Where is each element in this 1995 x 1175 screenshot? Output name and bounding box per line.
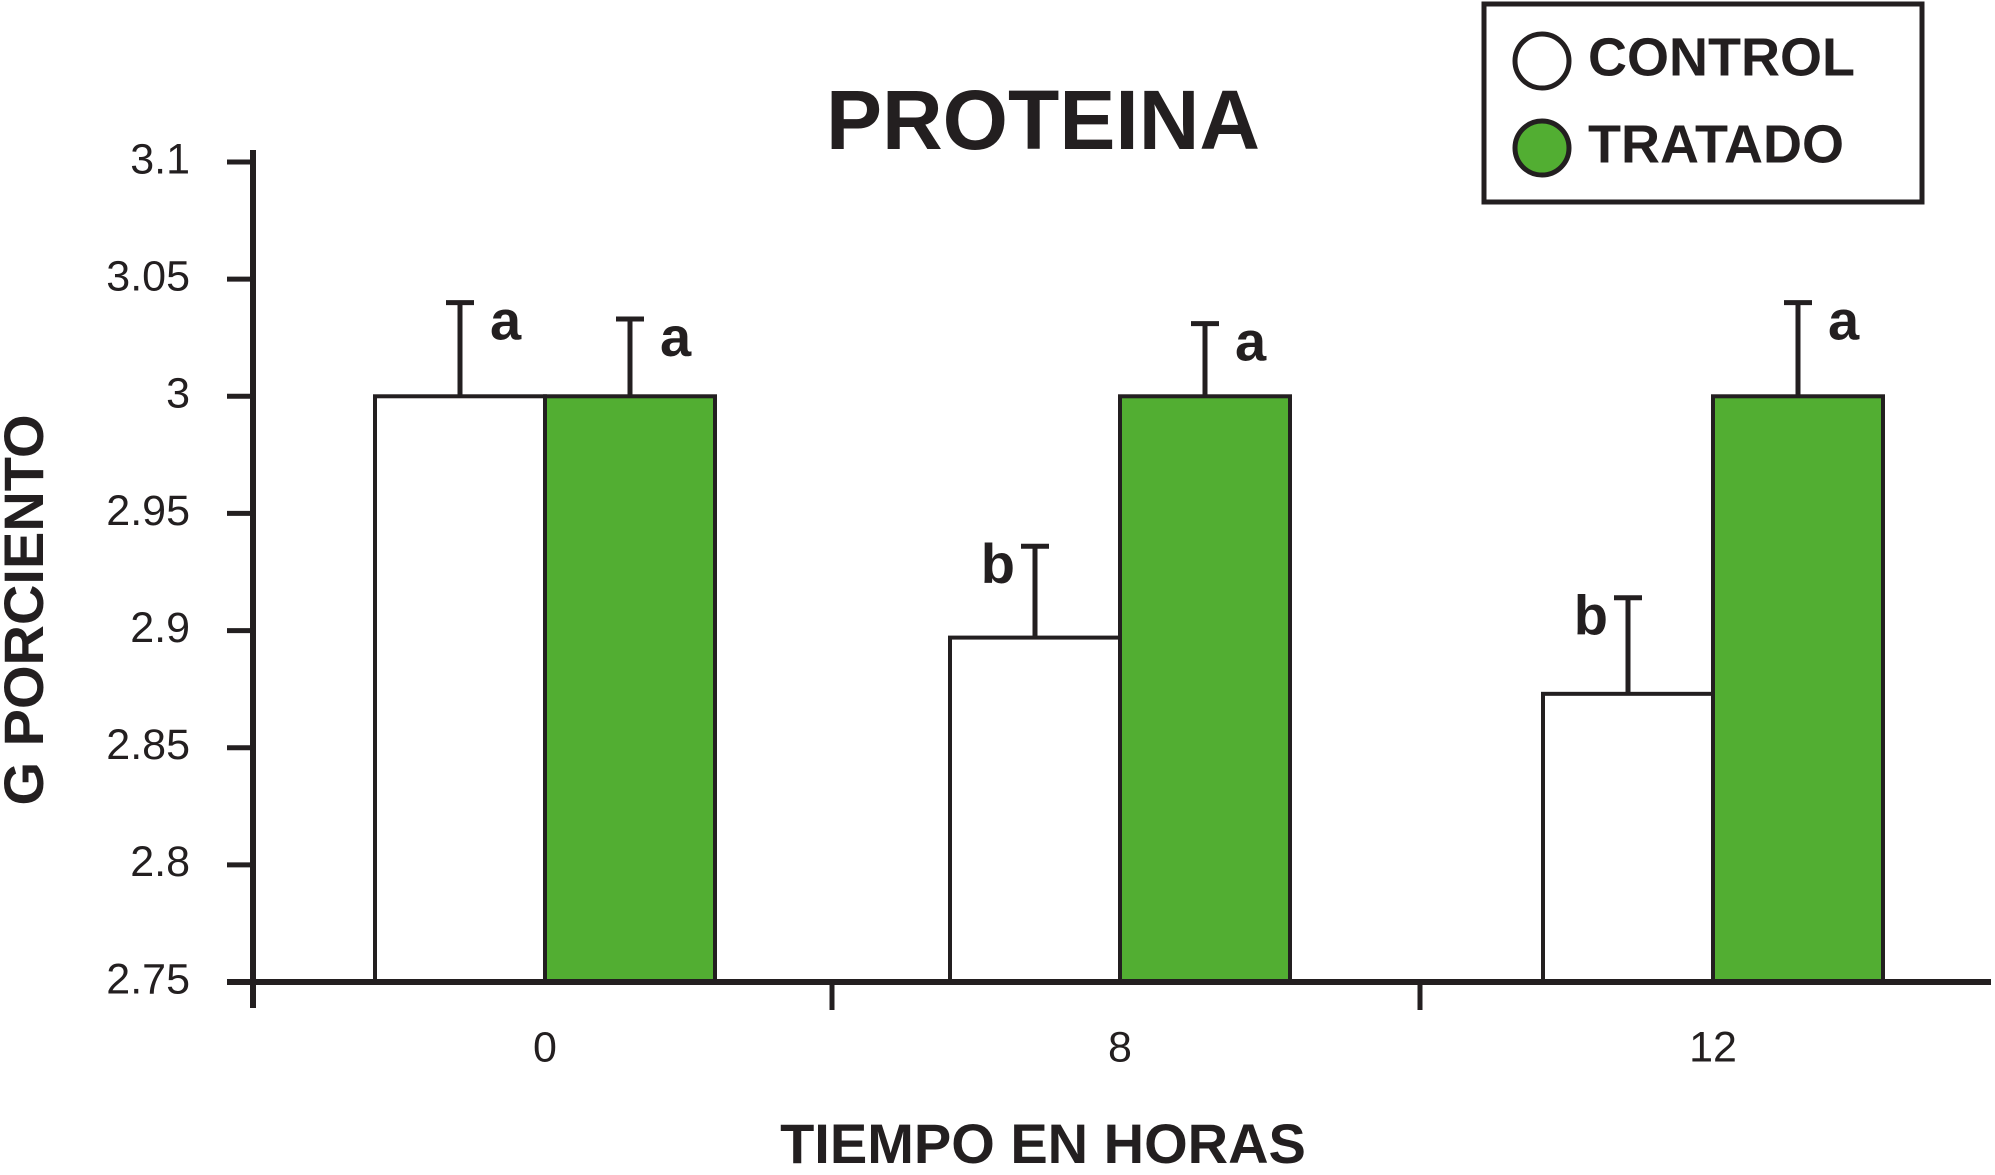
error-bar [616,316,644,397]
error-bar [1021,543,1049,638]
error-bar [1614,595,1642,694]
y-axis-label: G PORCIENTO [0,414,55,805]
x-axis-label: TIEMPO EN HORAS [780,1112,1306,1175]
significance-label: b [981,532,1015,595]
significance-label: a [1828,288,1860,351]
y-tick-label: 2.85 [106,721,190,769]
y-tick-label: 2.9 [130,604,190,652]
y-tick-label: 2.8 [130,838,190,886]
y-tick-label: 3 [166,370,190,418]
bar [373,394,547,984]
significance-label: a [1235,309,1267,372]
error-bar [1784,300,1812,397]
chart-title: PROTEINA [826,73,1260,167]
bar [543,394,717,984]
y-tick-label: 2.75 [106,955,190,1003]
bar [1711,394,1885,984]
bar [1541,691,1715,984]
error-bar [446,300,474,397]
legend-label: CONTROL [1588,27,1855,87]
bar [1118,394,1292,984]
significance-label: b [1574,584,1608,647]
y-tick-label: 3.05 [106,253,190,301]
legend-label: TRATADO [1588,114,1844,174]
y-tick-label: 2.95 [106,487,190,535]
x-tick-label: 8 [1108,1023,1132,1071]
error-bar [1191,321,1219,397]
significance-label: a [660,305,692,368]
legend-marker [1512,118,1572,178]
y-tick-label: 3.1 [130,135,190,183]
bar [948,635,1122,984]
significance-label: a [490,288,522,351]
legend-marker [1512,31,1572,91]
x-tick-label: 0 [533,1023,557,1071]
x-tick-label: 12 [1689,1023,1737,1071]
